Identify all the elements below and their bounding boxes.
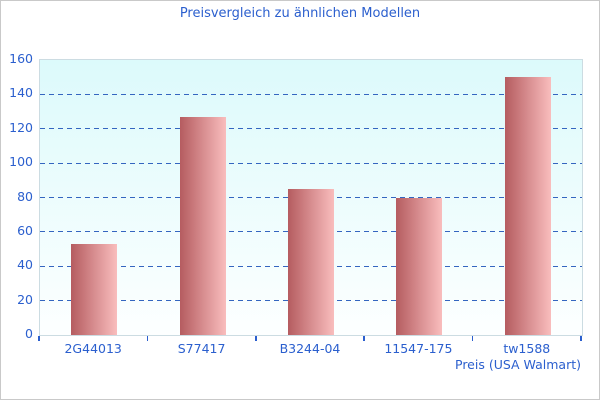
x-axis-tick [255, 336, 257, 341]
bar-S77417 [179, 116, 226, 335]
x-axis-title: Preis (USA Walmart) [455, 357, 581, 372]
x-axis-tick [471, 336, 474, 341]
plot-area [39, 59, 583, 336]
y-axis-label-140: 140 [9, 85, 33, 101]
y-axis-label-100: 100 [9, 154, 33, 170]
x-axis-tick [146, 336, 149, 341]
bar-11547-175 [396, 197, 443, 335]
bar-B3244-04 [288, 188, 334, 335]
gridline-100 [40, 162, 582, 164]
x-category-label-11547-175: 11547-175 [384, 341, 453, 356]
x-axis-tick [363, 336, 365, 341]
y-axis-label-120: 120 [9, 119, 33, 135]
y-axis-label-0: 0 [25, 326, 33, 341]
y-axis-label-80: 80 [17, 188, 33, 204]
y-axis-label-40: 40 [17, 257, 33, 273]
bar-tw1588 [504, 77, 551, 335]
y-axis-label-160: 160 [9, 51, 33, 66]
gridline-120 [40, 128, 582, 130]
y-axis-label-60: 60 [17, 222, 33, 238]
x-category-label-S77417: S77417 [177, 341, 226, 356]
y-axis-label-20: 20 [17, 291, 33, 307]
x-axis-tick [580, 336, 582, 341]
x-axis-tick [38, 336, 40, 341]
chart-title: Preisvergleich zu ähnlichen Modellen [179, 6, 421, 21]
x-category-label-B3244-04: B3244-04 [279, 341, 341, 356]
x-category-label-2G44013: 2G44013 [64, 341, 122, 356]
gridline-140 [40, 93, 582, 95]
x-category-label-tw1588: tw1588 [503, 341, 551, 356]
bar-2G44013 [71, 243, 118, 335]
